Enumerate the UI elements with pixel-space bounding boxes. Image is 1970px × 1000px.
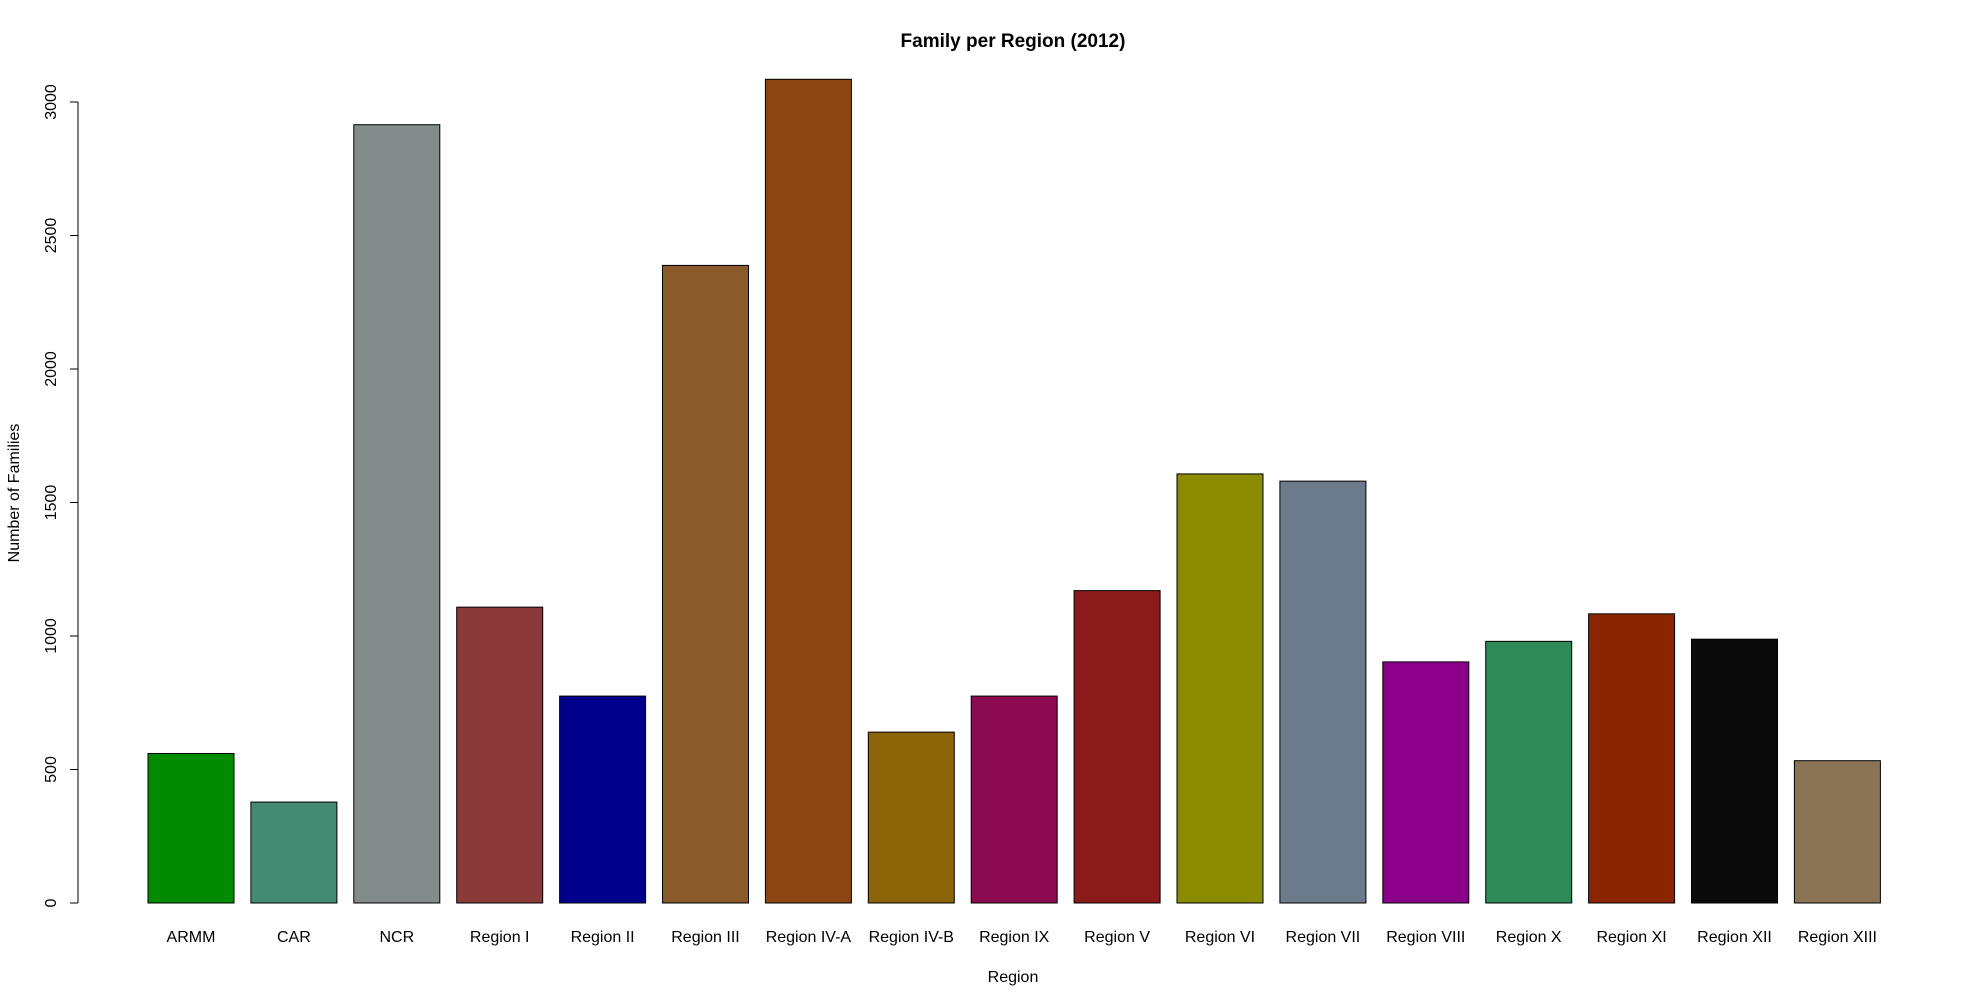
y-tick-label: 2000 — [43, 351, 60, 387]
bar-region-vi — [1176, 473, 1264, 904]
x-tick-label: Region I — [470, 929, 530, 946]
x-tick-label: CAR — [277, 929, 311, 946]
bar-region-iv-b — [867, 731, 955, 904]
x-tick-label: Region XII — [1697, 929, 1772, 946]
bar-region-viii — [1382, 661, 1470, 904]
x-tick-label: Region IV-A — [766, 929, 852, 946]
bars-group — [147, 78, 1881, 904]
y-tick-label: 1000 — [43, 618, 60, 654]
x-tick-label: Region VII — [1286, 929, 1361, 946]
bar-region-x — [1485, 640, 1573, 904]
bar-region-iv-a — [764, 78, 852, 904]
x-tick-label: Region II — [571, 929, 635, 946]
bar-region-ix — [970, 695, 1058, 904]
bar-ncr — [353, 124, 441, 904]
y-tick-label: 3000 — [43, 84, 60, 120]
x-tick-label: Region X — [1496, 929, 1562, 946]
category-labels: ARMM CAR NCR Region I Region II Region III Reg… — [167, 929, 1877, 946]
x-tick-label: Region IX — [979, 929, 1050, 946]
x-tick-label: Region XI — [1596, 929, 1666, 946]
bar-region-vii — [1279, 480, 1367, 904]
bar-car — [250, 801, 338, 904]
y-tick-label: 1500 — [43, 485, 60, 521]
x-tick-label: Region VI — [1185, 929, 1255, 946]
x-axis-label: Region — [988, 969, 1039, 986]
x-tick-label: Region V — [1084, 929, 1150, 946]
bar-region-v — [1073, 590, 1161, 904]
bar-region-xi — [1588, 613, 1676, 904]
x-tick-label: Region VIII — [1386, 929, 1465, 946]
bar-armm — [147, 752, 235, 904]
x-tick-label: Region IV-B — [869, 929, 954, 946]
y-axis-label: Number of Families — [6, 424, 23, 563]
y-tick-label: 2500 — [43, 218, 60, 254]
y-tick-label: 0 — [43, 898, 60, 907]
bar-region-xii — [1691, 638, 1778, 904]
chart-title: Family per Region (2012) — [901, 31, 1126, 52]
x-tick-label: ARMM — [167, 929, 216, 946]
x-tick-label: NCR — [379, 929, 414, 946]
y-axis: 0 500 1000 1500 2000 2500 3000 — [43, 84, 79, 907]
bar-region-xiii — [1793, 760, 1881, 904]
y-tick-label: 500 — [43, 756, 60, 783]
x-tick-label: Region III — [671, 929, 739, 946]
bar-region-ii — [559, 695, 647, 904]
bar-region-iii — [662, 264, 749, 904]
x-tick-label: Region XIII — [1798, 929, 1877, 946]
bar-region-i — [456, 606, 544, 904]
